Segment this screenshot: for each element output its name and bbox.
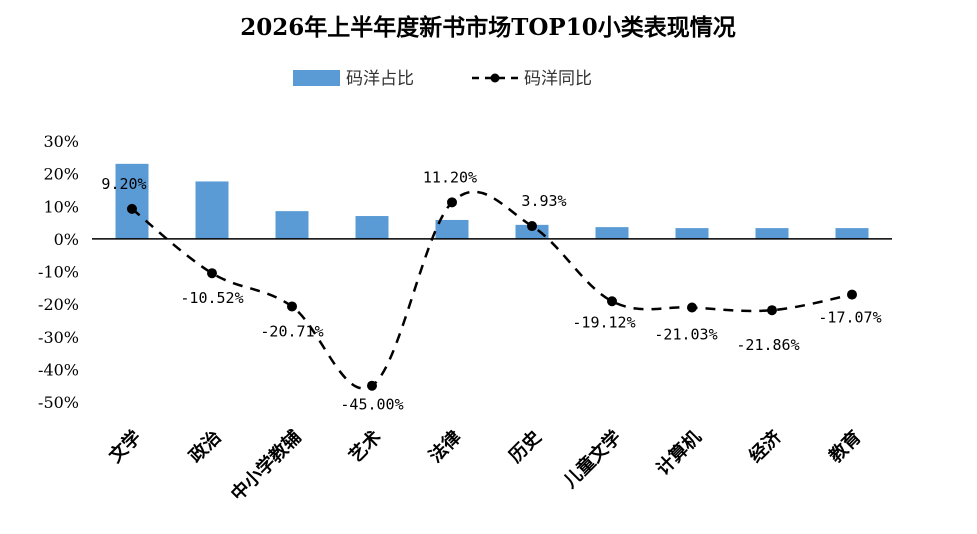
- bar: [675, 228, 709, 239]
- bar: [115, 163, 149, 239]
- yoy-data-label: -20.71%: [260, 322, 323, 340]
- bar: [195, 181, 229, 239]
- yoy-marker: [607, 296, 617, 307]
- yoy-marker: [207, 268, 217, 279]
- y-tick-label: -10%: [38, 263, 79, 282]
- legend-bar-label: 码洋占比: [346, 69, 414, 89]
- yoy-data-label: -21.03%: [654, 325, 717, 343]
- yoy-marker: [767, 305, 777, 316]
- yoy-data-label: 9.20%: [101, 175, 146, 193]
- y-tick-label: -40%: [38, 360, 79, 379]
- x-category-label: 儿童文学: [558, 426, 625, 493]
- yoy-line: [131, 190, 853, 390]
- yoy-data-label: -19.12%: [572, 313, 635, 331]
- bar: [835, 228, 869, 239]
- bar: [275, 211, 309, 239]
- bar: [515, 224, 549, 239]
- y-axis: 30% 20% 10% 0% -10% -20% -30% -40% -50%: [38, 132, 79, 412]
- y-tick-label: 20%: [43, 165, 79, 184]
- yoy-data-label: 3.93%: [521, 192, 566, 210]
- y-tick-label: -20%: [38, 295, 79, 314]
- y-tick-label: 0%: [54, 230, 79, 249]
- x-category-label: 教育: [825, 426, 866, 467]
- x-category-label: 政治: [185, 426, 226, 467]
- yoy-data-label: -21.86%: [736, 336, 799, 354]
- yoy-marker: [527, 221, 537, 232]
- y-tick-label: -30%: [38, 328, 79, 347]
- y-tick-label: 10%: [43, 197, 79, 216]
- yoy-marker: [127, 203, 137, 214]
- bar-series: [115, 163, 869, 239]
- y-tick-label: -50%: [38, 393, 79, 412]
- yoy-data-label: -45.00%: [340, 396, 403, 414]
- x-category-label: 法律: [425, 426, 466, 467]
- legend-line-marker: [490, 73, 500, 83]
- chart-title: 2026年上半年度新书市场TOP10小类表现情况: [240, 14, 735, 41]
- yoy-marker: [687, 302, 697, 313]
- bar: [435, 219, 469, 239]
- yoy-marker: [367, 380, 377, 391]
- x-category-label: 经济: [745, 425, 787, 467]
- yoy-marker: [847, 289, 857, 300]
- x-axis: 文学 政治 中小学教辅 艺术 法律 历史 儿童文学 计算机 经济 教育: [105, 425, 866, 505]
- yoy-marker: [287, 301, 297, 312]
- x-category-label: 计算机: [652, 426, 706, 480]
- y-tick-label: 30%: [43, 132, 79, 151]
- yoy-data-labels: 9.20% -10.52% -20.71% -45.00% 11.20% 3.93% -19…: [101, 168, 881, 413]
- bar: [595, 227, 629, 239]
- yoy-marker: [447, 197, 457, 208]
- yoy-data-label: -17.07%: [818, 309, 881, 327]
- legend-bar-swatch: [293, 70, 340, 86]
- legend-line-label: 码洋同比: [524, 69, 592, 89]
- x-category-label: 历史: [505, 425, 547, 467]
- bar: [355, 216, 389, 239]
- yoy-markers: [127, 197, 857, 391]
- x-category-label: 艺术: [345, 426, 386, 467]
- yoy-data-label: -10.52%: [180, 289, 243, 307]
- x-category-label: 文学: [105, 426, 146, 467]
- yoy-data-label: 11.20%: [423, 168, 477, 186]
- bar: [755, 228, 789, 239]
- legend: 码洋占比 码洋同比: [293, 69, 592, 89]
- x-category-label: 中小学教辅: [226, 426, 305, 505]
